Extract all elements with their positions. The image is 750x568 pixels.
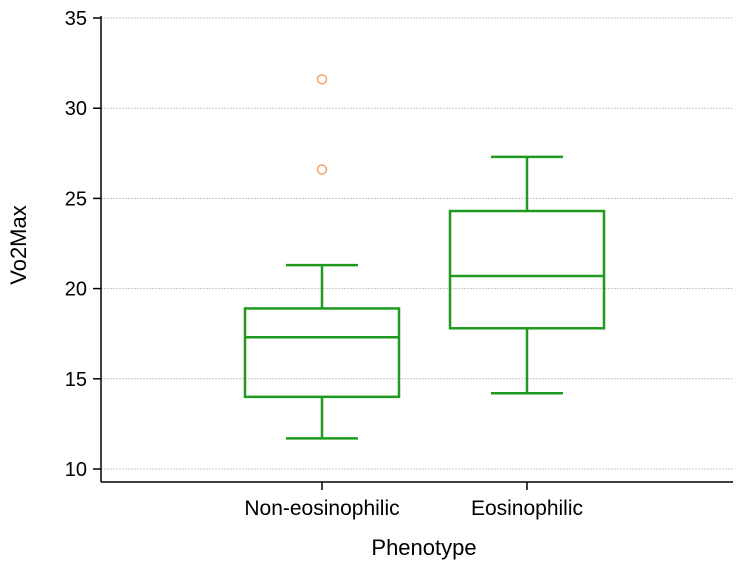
x-ticks: Non-eosinophilic Eosinophilic xyxy=(244,482,583,520)
axes xyxy=(100,16,733,483)
iqr-box xyxy=(243,307,401,399)
x-tick-label-non-eosinophilic: Non-eosinophilic xyxy=(244,497,399,520)
boxes xyxy=(243,74,606,440)
y-tick-label-25: 25 xyxy=(65,188,87,210)
y-tick-label-35: 35 xyxy=(65,8,87,30)
gridlines xyxy=(101,17,733,470)
y-ticks: 10 15 20 25 30 35 xyxy=(65,8,101,481)
x-axis-title: Phenotype xyxy=(371,535,476,560)
y-axis-title: Vo2Max xyxy=(6,205,31,285)
outlier-point xyxy=(316,74,328,85)
y-tick-label-30: 30 xyxy=(65,98,87,120)
y-tick-label-20: 20 xyxy=(65,279,87,301)
y-tick-label-15: 15 xyxy=(65,369,87,391)
iqr-box xyxy=(448,209,606,330)
box-eosinophilic xyxy=(448,155,606,395)
box-non-eosinophilic xyxy=(243,74,401,440)
x-tick-label-eosinophilic: Eosinophilic xyxy=(471,497,583,520)
y-tick-label-10: 10 xyxy=(65,459,87,481)
outlier-point xyxy=(316,164,328,175)
